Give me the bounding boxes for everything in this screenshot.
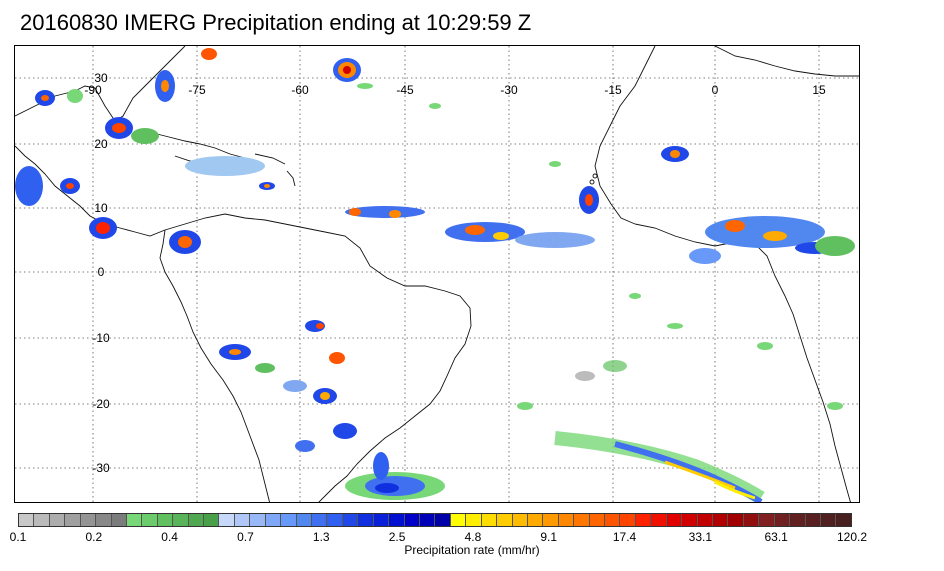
colorbar-swatch	[620, 514, 636, 526]
latitude-labels: 30 20 10 0 -10 -20 -30	[92, 71, 110, 475]
colorbar-swatch	[497, 514, 513, 526]
colorbar-swatch	[49, 514, 66, 526]
colorbar-swatch	[19, 514, 35, 526]
colorbar-swatch	[327, 514, 343, 526]
colorbar-swatch	[389, 514, 405, 526]
colorbar-swatch	[651, 514, 667, 526]
lon-label: -60	[291, 83, 309, 97]
colorbar-swatch	[574, 514, 590, 526]
lon-label: -15	[604, 83, 622, 97]
colorbar-swatch	[188, 514, 205, 526]
lon-label: -30	[500, 83, 518, 97]
colorbar-swatch	[543, 514, 559, 526]
colorbar-swatch	[34, 514, 50, 526]
lat-label: -10	[92, 331, 110, 345]
colorbar-swatch	[820, 514, 837, 526]
colorbar-swatch	[743, 514, 760, 526]
lon-label: -75	[188, 83, 206, 97]
colorbar-swatch	[173, 514, 189, 526]
lon-label: -90	[84, 83, 102, 97]
colorbar-tick-label: 0.2	[85, 530, 103, 544]
colorbar-tick-label: 4.8	[464, 530, 482, 544]
colorbar-swatch	[358, 514, 374, 526]
colorbar-swatch	[296, 514, 313, 526]
colorbar-swatch	[404, 514, 420, 526]
colorbar-swatch	[682, 514, 698, 526]
colorbar-tick-label: 63.1	[764, 530, 788, 544]
lon-label: 15	[812, 83, 826, 97]
colorbar-tick-label: 0.4	[161, 530, 178, 544]
colorbar-swatch	[774, 514, 791, 526]
coastlines	[15, 46, 859, 502]
lat-label: 10	[94, 201, 108, 215]
colorbar-swatch	[512, 514, 528, 526]
precipitation-colorbar	[18, 513, 852, 527]
colorbar-swatch	[65, 514, 81, 526]
colorbar-swatch	[126, 514, 143, 526]
colorbar-swatch	[419, 514, 436, 526]
colorbar-swatch	[157, 514, 174, 526]
colorbar-swatch	[728, 514, 744, 526]
colorbar-swatch	[805, 514, 821, 526]
colorbar-swatch	[527, 514, 544, 526]
longitude-labels: -90 -75 -60 -45 -30 -15 0 15	[84, 83, 826, 97]
colorbar-swatch	[281, 514, 297, 526]
colorbar-swatch	[111, 514, 127, 526]
colorbar-tick-label: 0.1	[9, 530, 27, 544]
page-title: 20160830 IMERG Precipitation ending at 1…	[20, 10, 532, 35]
colorbar-swatch	[96, 514, 112, 526]
precipitation-field	[15, 48, 855, 502]
colorbar-swatch	[836, 514, 851, 526]
colorbar-swatch	[250, 514, 266, 526]
colorbar-swatch	[605, 514, 621, 526]
colorbar-tick-label: 120.2	[836, 530, 868, 544]
colorbar-swatch	[481, 514, 498, 526]
colorbar-tick-label: 33.1	[688, 530, 713, 544]
colorbar-swatch	[759, 514, 775, 526]
lat-label: -20	[92, 397, 110, 411]
lat-label: 30	[94, 71, 108, 85]
colorbar-swatch	[142, 514, 158, 526]
colorbar-tick-label: 2.5	[388, 530, 406, 544]
colorbar-tick-label: 17.4	[612, 530, 637, 544]
map-canvas: -90 -75 -60 -45 -30 -15 0 15 30 20 10 0 …	[15, 46, 859, 502]
colorbar-swatch	[312, 514, 328, 526]
graticule	[15, 46, 859, 502]
colorbar-swatch	[204, 514, 220, 526]
lat-label: 20	[94, 137, 108, 151]
colorbar-swatch	[373, 514, 390, 526]
colorbar-swatch	[712, 514, 729, 526]
colorbar-tick-label: 9.1	[540, 530, 558, 544]
colorbar-label: Precipitation rate (mm/hr)	[404, 543, 540, 557]
lon-label: -45	[396, 83, 414, 97]
precipitation-map: -90 -75 -60 -45 -30 -15 0 15 30 20 10 0 …	[14, 45, 860, 503]
colorbar-swatch	[435, 514, 451, 526]
colorbar-swatch	[466, 514, 482, 526]
colorbar-swatch	[635, 514, 652, 526]
lat-label: 0	[98, 265, 105, 279]
lat-label: -30	[92, 461, 110, 475]
colorbar-swatch	[265, 514, 282, 526]
colorbar-swatch	[450, 514, 467, 526]
colorbar-tick-label: 1.3	[312, 530, 330, 544]
colorbar-swatch	[234, 514, 251, 526]
colorbar-swatch	[589, 514, 606, 526]
colorbar-swatch	[790, 514, 806, 526]
colorbar-swatch	[558, 514, 575, 526]
colorbar-swatch	[697, 514, 713, 526]
colorbar-swatch	[342, 514, 359, 526]
colorbar-swatch	[666, 514, 683, 526]
colorbar-swatch	[80, 514, 97, 526]
colorbar-swatch	[219, 514, 235, 526]
lon-label: 0	[712, 83, 719, 97]
colorbar-tick-label: 0.7	[237, 530, 254, 544]
